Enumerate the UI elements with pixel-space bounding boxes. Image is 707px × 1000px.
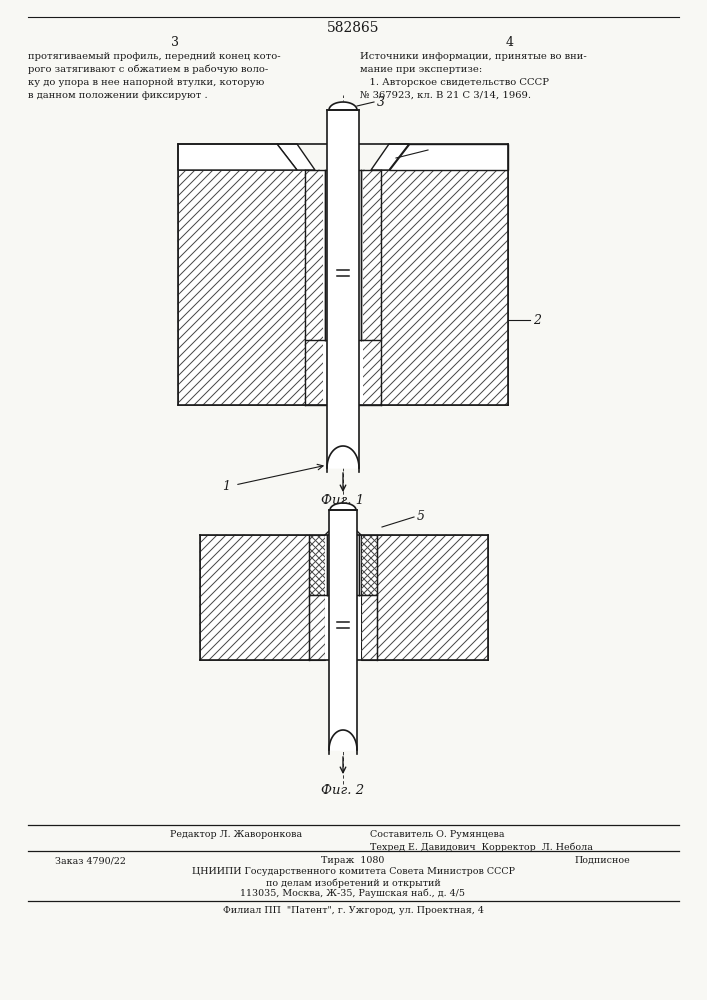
Bar <box>200 535 309 660</box>
Bar <box>305 340 381 405</box>
Polygon shape <box>329 730 357 750</box>
Bar <box>327 535 359 595</box>
Text: 4: 4 <box>431 143 439 156</box>
Text: Тираж  1080: Тираж 1080 <box>321 856 385 865</box>
Text: Техред Е. Давидович  Корректор  Л. Небола: Техред Е. Давидович Корректор Л. Небола <box>370 842 593 852</box>
Text: 2: 2 <box>533 314 541 326</box>
Polygon shape <box>178 144 297 170</box>
Bar <box>327 110 359 468</box>
Text: протягиваемый профиль, передний конец кото-: протягиваемый профиль, передний конец ко… <box>28 52 281 61</box>
Text: Редактор Л. Жаворонкова: Редактор Л. Жаворонкова <box>170 830 302 839</box>
Text: 582865: 582865 <box>327 21 379 35</box>
Polygon shape <box>277 144 315 170</box>
Bar <box>377 535 488 660</box>
Text: 3: 3 <box>171 36 179 49</box>
Text: в данном положении фиксируют .: в данном положении фиксируют . <box>28 91 208 100</box>
Polygon shape <box>327 446 359 468</box>
Text: Фиг. 2: Фиг. 2 <box>322 784 365 796</box>
Text: Подписное: Подписное <box>574 856 630 865</box>
Text: 1: 1 <box>222 481 230 493</box>
Bar <box>325 170 361 340</box>
Text: 1. Авторское свидетельство СССР: 1. Авторское свидетельство СССР <box>360 78 549 87</box>
Polygon shape <box>327 102 359 110</box>
Text: Филиал ПП  "Патент", г. Ужгород, ул. Проектная, 4: Филиал ПП "Патент", г. Ужгород, ул. Прое… <box>223 906 484 915</box>
Text: ЦНИИПИ Государственного комитета Совета Министров СССР: ЦНИИПИ Государственного комитета Совета … <box>192 867 515 876</box>
Text: мание при экспертизе:: мание при экспертизе: <box>360 65 482 74</box>
Text: 5: 5 <box>417 510 425 524</box>
Polygon shape <box>361 595 377 660</box>
Text: 4: 4 <box>506 36 514 49</box>
Bar <box>381 170 508 405</box>
Bar <box>325 535 361 660</box>
Bar <box>329 510 357 750</box>
Text: Составитель О. Румянцева: Составитель О. Румянцева <box>370 830 505 839</box>
Text: 113035, Москва, Ж-35, Раушская наб., д. 4/5: 113035, Москва, Ж-35, Раушская наб., д. … <box>240 889 465 898</box>
Polygon shape <box>309 535 325 595</box>
Text: по делам изобретений и открытий: по делам изобретений и открытий <box>266 878 440 888</box>
Text: 3: 3 <box>377 96 385 108</box>
Bar <box>305 170 381 340</box>
Polygon shape <box>371 144 409 170</box>
Text: № 367923, кл. В 21 С 3/14, 1969.: № 367923, кл. В 21 С 3/14, 1969. <box>360 91 531 100</box>
Text: Фиг. 1: Фиг. 1 <box>322 493 365 506</box>
Text: ку до упора в нее напорной втулки, которую: ку до упора в нее напорной втулки, котор… <box>28 78 264 87</box>
Text: рого затягивают с обжатием в рабочую воло-: рого затягивают с обжатием в рабочую вол… <box>28 65 268 75</box>
Bar <box>178 170 305 405</box>
Polygon shape <box>329 503 357 510</box>
Polygon shape <box>361 535 377 595</box>
Polygon shape <box>309 595 325 660</box>
Text: Источники информации, принятые во вни-: Источники информации, принятые во вни- <box>360 52 587 61</box>
Text: Заказ 4790/22: Заказ 4790/22 <box>55 856 126 865</box>
Bar <box>323 170 363 405</box>
Bar <box>329 522 357 537</box>
Polygon shape <box>389 144 508 170</box>
